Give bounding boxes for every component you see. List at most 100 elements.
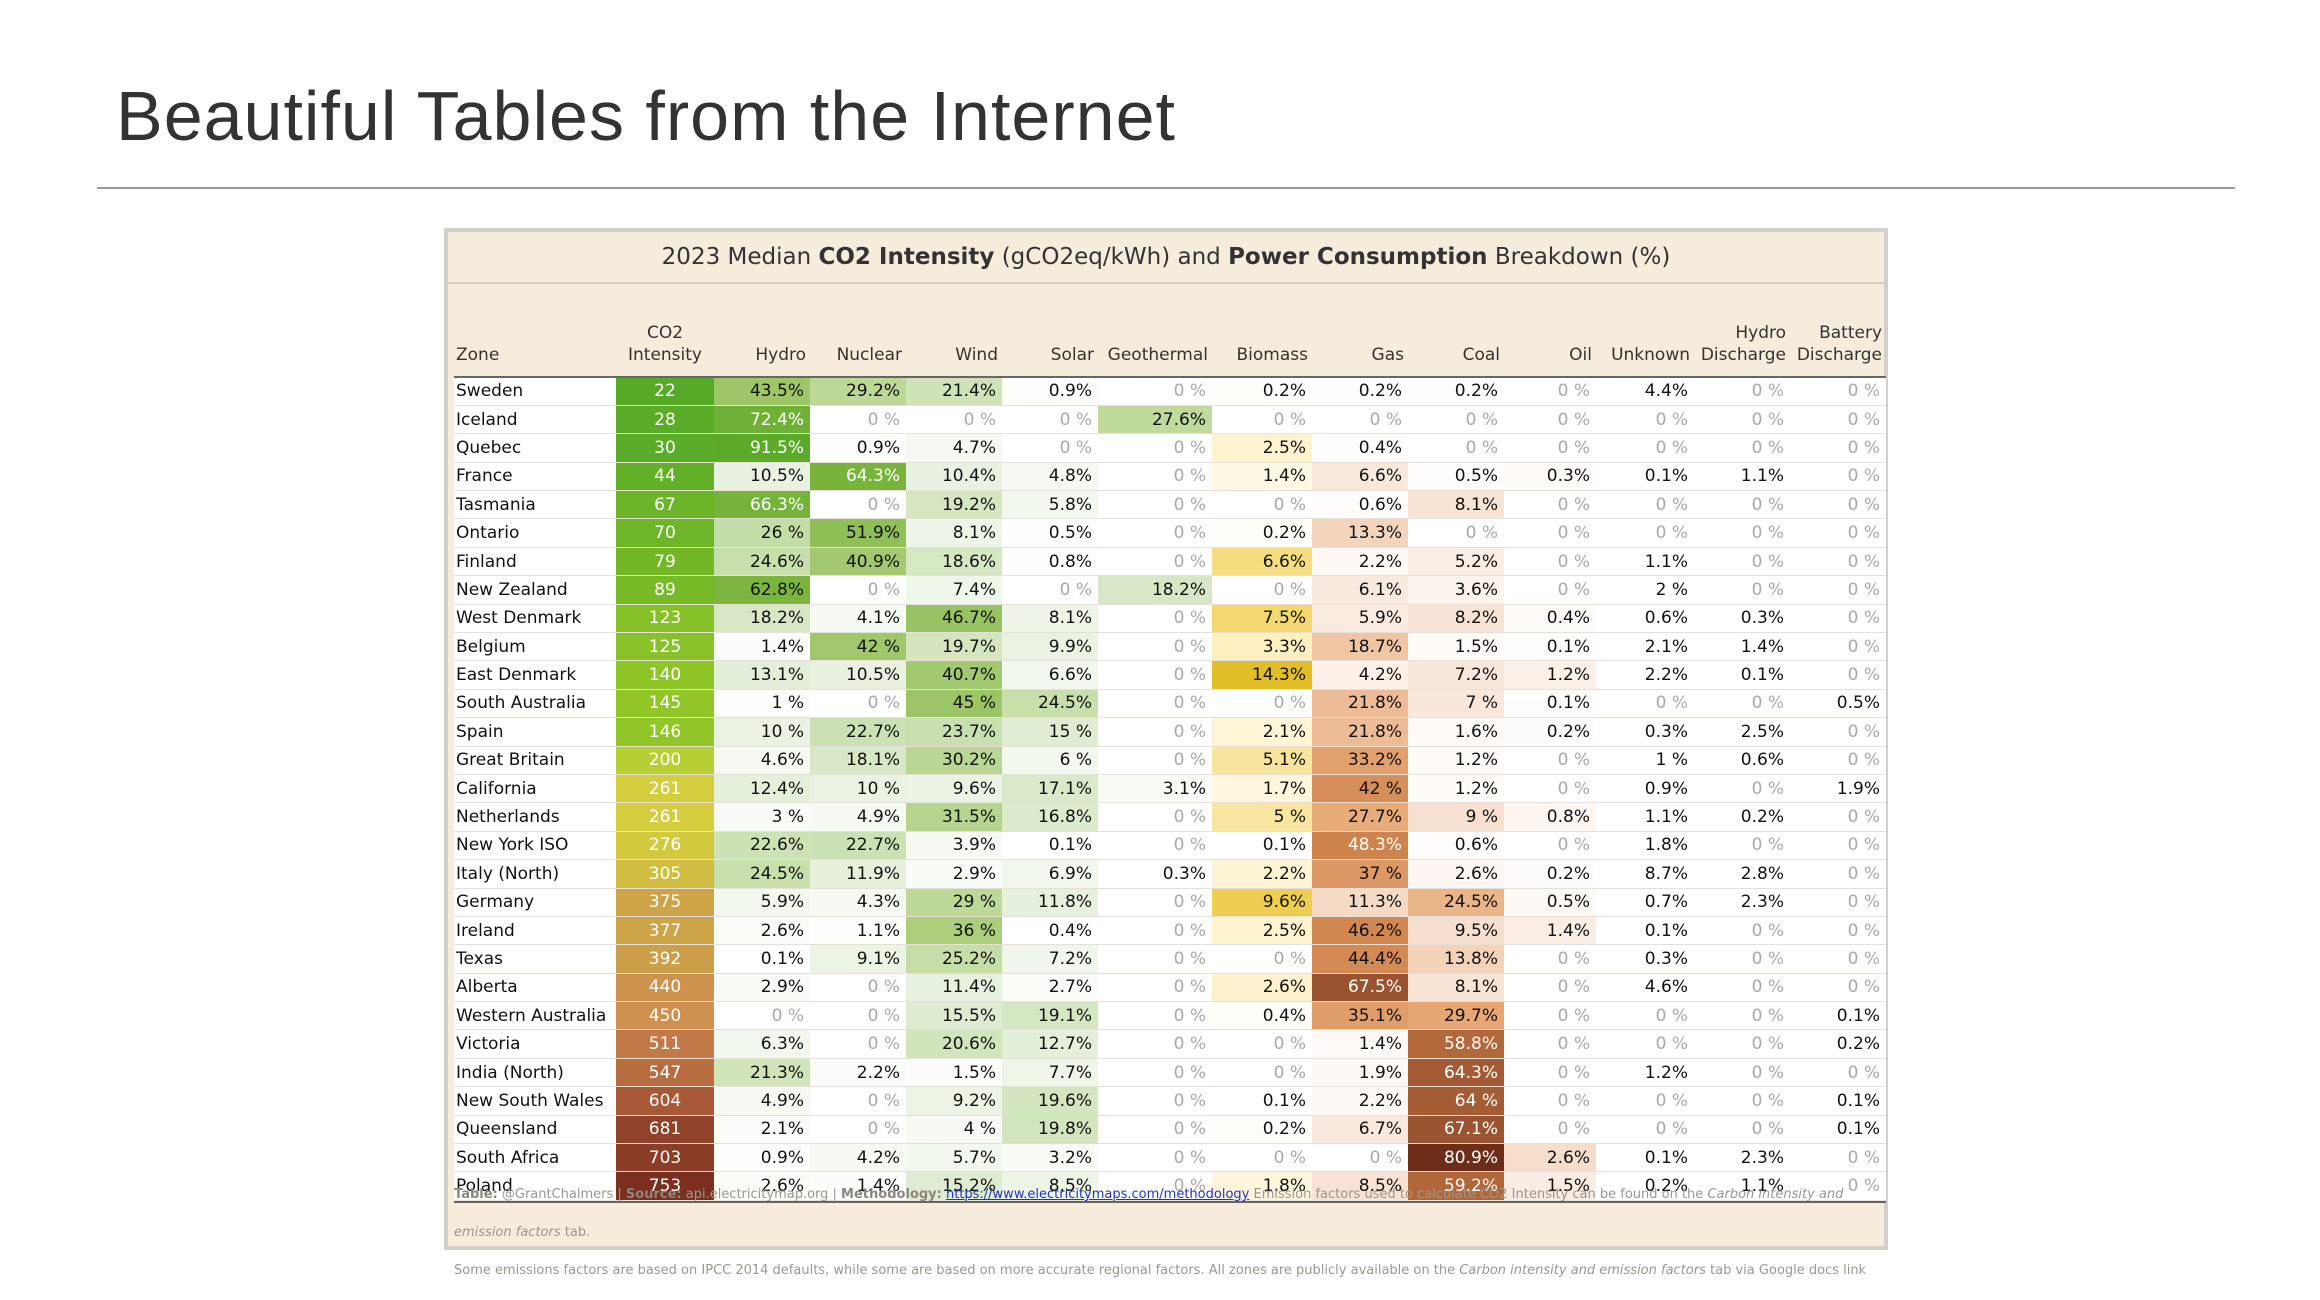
percent-cell: 1.2% xyxy=(1408,774,1504,804)
footer-italic: Carbon intensity and emission factors xyxy=(1459,1263,1706,1278)
percent-cell: 1.8% xyxy=(1596,831,1694,861)
percent-cell: 11.3% xyxy=(1312,888,1408,917)
percent-cell: 0 % xyxy=(1212,490,1312,520)
percent-cell: 0.3% xyxy=(1504,462,1596,492)
percent-cell: 24.6% xyxy=(714,547,810,577)
percent-cell: 0.1% xyxy=(714,944,810,974)
percent-cell: 2.2% xyxy=(1312,547,1408,577)
table-row: Victoria 511 6.3% 0 % 20.6% 12.7% 0 % 0 % 1.4% 58… xyxy=(454,1029,1886,1059)
column-header: Wind xyxy=(906,288,1002,378)
column-header: CO2 Intensity xyxy=(616,288,714,378)
zone-cell: India (North) xyxy=(454,1058,616,1088)
percent-cell: 0 % xyxy=(1002,405,1098,435)
percent-cell: 0.8% xyxy=(1002,547,1098,577)
header-line-2: Zone xyxy=(456,345,500,365)
percent-cell: 40.9% xyxy=(810,547,906,577)
percent-cell: 44.4% xyxy=(1312,944,1408,974)
percent-cell: 3.2% xyxy=(1002,1143,1098,1173)
percent-cell: 0 % xyxy=(1098,433,1212,463)
percent-cell: 1.5% xyxy=(906,1058,1002,1088)
table-row: Italy (North) 305 24.5% 11.9% 2.9% 6.9% 0.3% 2.… xyxy=(454,859,1886,889)
percent-cell: 0 % xyxy=(1790,604,1886,634)
header-line-1 xyxy=(1102,322,1208,344)
percent-cell: 0.3% xyxy=(1596,717,1694,747)
percent-cell: 0 % xyxy=(1098,1001,1212,1031)
column-header: Geothermal xyxy=(1098,288,1212,378)
percent-cell: 46.2% xyxy=(1312,916,1408,946)
zone-cell: Germany xyxy=(454,888,616,917)
percent-cell: 0 % xyxy=(1408,433,1504,463)
percent-cell: 0.5% xyxy=(1408,462,1504,492)
percent-cell: 46.7% xyxy=(906,604,1002,634)
percent-cell: 0 % xyxy=(810,1115,906,1145)
percent-cell: 18.2% xyxy=(714,604,810,634)
zone-cell: Ireland xyxy=(454,916,616,946)
percent-cell: 19.7% xyxy=(906,632,1002,662)
percent-cell: 5.7% xyxy=(906,1143,1002,1173)
percent-cell: 0 % xyxy=(1790,490,1886,520)
percent-cell: 0.8% xyxy=(1504,802,1596,832)
percent-cell: 2.5% xyxy=(1212,916,1312,946)
percent-cell: 0 % xyxy=(1694,1115,1790,1145)
percent-cell: 0.3% xyxy=(1694,604,1790,634)
percent-cell: 10.4% xyxy=(906,462,1002,492)
percent-cell: 1.8% xyxy=(1212,1171,1312,1201)
percent-cell: 11.9% xyxy=(810,859,906,889)
table-row: Netherlands 261 3 % 4.9% 31.5% 16.8% 0 % 5 % 27.… xyxy=(454,802,1886,832)
percent-cell: 0 % xyxy=(1790,746,1886,775)
column-header: Biomass xyxy=(1212,288,1312,378)
percent-cell: 20.6% xyxy=(906,1029,1002,1059)
percent-cell: 1.1% xyxy=(1596,547,1694,577)
percent-cell: 2.2% xyxy=(810,1058,906,1088)
column-header: Gas xyxy=(1312,288,1408,378)
percent-cell: 16.8% xyxy=(1002,802,1098,832)
co2-intensity-cell: 145 xyxy=(616,689,714,719)
percent-cell: 0.4% xyxy=(1504,604,1596,634)
percent-cell: 0 % xyxy=(1098,632,1212,662)
percent-cell: 36 % xyxy=(906,916,1002,946)
percent-cell: 0 % xyxy=(1790,660,1886,690)
percent-cell: 26 % xyxy=(714,518,810,548)
table-row: Poland 753 2.6% 1.4% 15.2% 8.5% 0 % 1.8% 8.5% 59.… xyxy=(454,1171,1886,1201)
percent-cell: 0 % xyxy=(810,575,906,605)
table-row: South Australia 145 1 % 0 % 45 % 24.5% 0 % 0 % 2… xyxy=(454,689,1886,719)
percent-cell: 0.4% xyxy=(1212,1001,1312,1031)
percent-cell: 4.7% xyxy=(906,433,1002,463)
percent-cell: 2 % xyxy=(1596,575,1694,605)
percent-cell: 0 % xyxy=(1408,518,1504,548)
percent-cell: 0 % xyxy=(1504,973,1596,1003)
percent-cell: 0.5% xyxy=(1504,888,1596,917)
percent-cell: 8.1% xyxy=(1408,490,1504,520)
percent-cell: 0 % xyxy=(1098,462,1212,492)
percent-cell: 0 % xyxy=(1098,888,1212,917)
methodology-link[interactable]: https://www.electricitymaps.com/methodol… xyxy=(945,1187,1250,1202)
percent-cell: 0 % xyxy=(1212,1029,1312,1059)
table-row: California 261 12.4% 10 % 9.6% 17.1% 3.1% 1.7% 4… xyxy=(454,774,1886,804)
zone-cell: Sweden xyxy=(454,377,616,406)
percent-cell: 19.1% xyxy=(1002,1001,1098,1031)
percent-cell: 0 % xyxy=(1504,518,1596,548)
percent-cell: 0.6% xyxy=(1312,490,1408,520)
zone-cell: Ontario xyxy=(454,518,616,548)
percent-cell: 1 % xyxy=(1596,746,1694,775)
header-line-1 xyxy=(1006,322,1094,344)
percent-cell: 0 % xyxy=(1790,973,1886,1003)
percent-cell: 21.3% xyxy=(714,1058,810,1088)
percent-cell: 1.4% xyxy=(1694,632,1790,662)
percent-cell: 0 % xyxy=(1790,377,1886,406)
percent-cell: 0.5% xyxy=(1790,689,1886,719)
percent-cell: 0 % xyxy=(1790,405,1886,435)
co2-intensity-cell: 146 xyxy=(616,717,714,747)
percent-cell: 2.1% xyxy=(714,1115,810,1145)
percent-cell: 8.7% xyxy=(1596,859,1694,889)
percent-cell: 1.6% xyxy=(1408,717,1504,747)
header-line-1 xyxy=(1412,322,1500,344)
co2-intensity-cell: 89 xyxy=(616,575,714,605)
percent-cell: 1.4% xyxy=(810,1171,906,1201)
percent-cell: 0.6% xyxy=(1408,831,1504,861)
percent-cell: 5.9% xyxy=(1312,604,1408,634)
percent-cell: 4.3% xyxy=(810,888,906,917)
percent-cell: 24.5% xyxy=(1002,689,1098,719)
percent-cell: 4.2% xyxy=(810,1143,906,1173)
percent-cell: 4.1% xyxy=(810,604,906,634)
